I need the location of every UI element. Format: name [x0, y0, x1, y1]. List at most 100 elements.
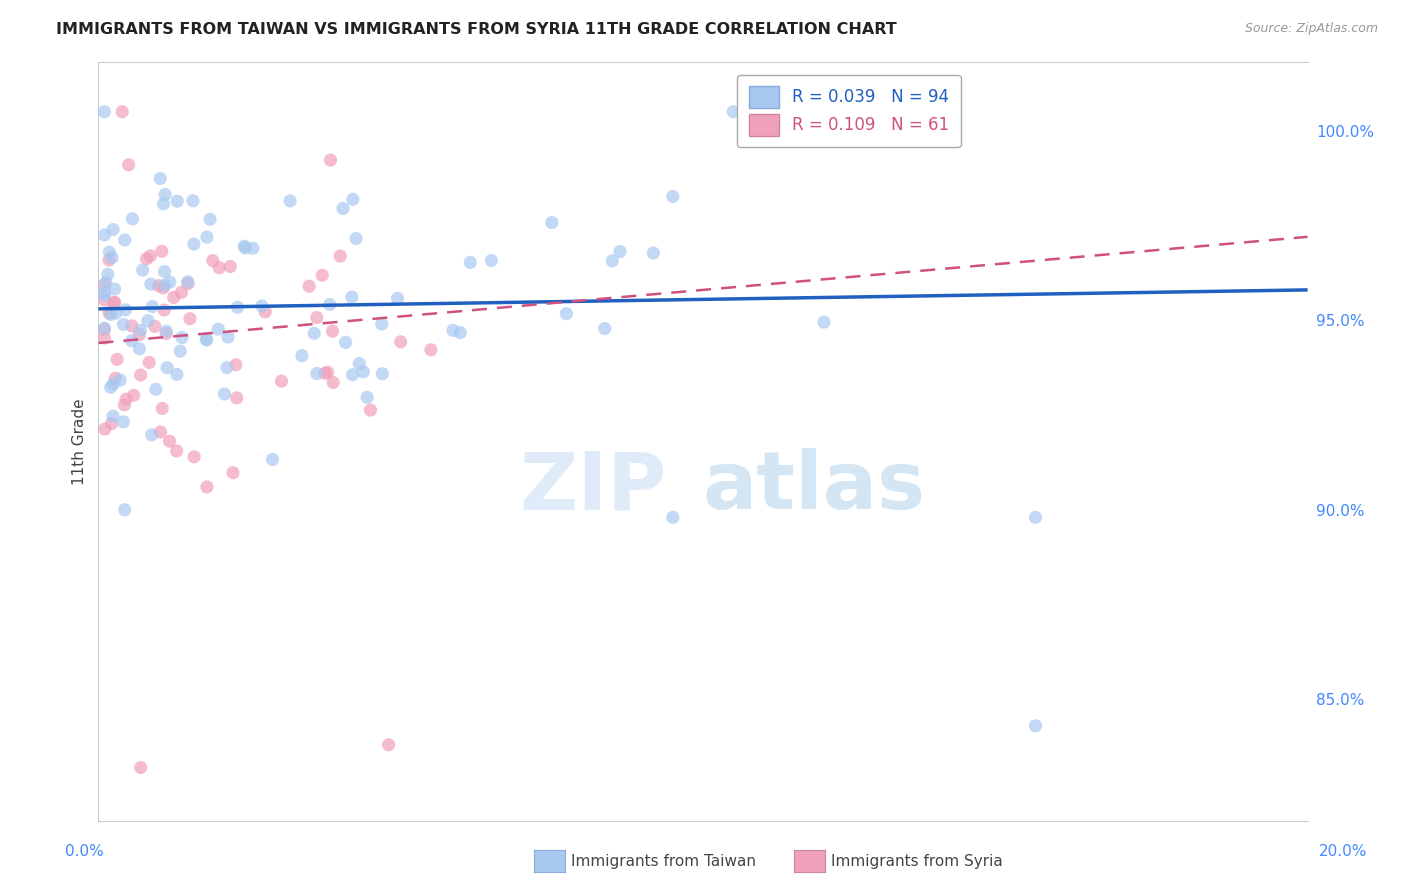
Point	[152, 281, 174, 295]
Point	[233, 241, 256, 255]
Point	[250, 299, 273, 313]
Point	[314, 366, 336, 380]
Point	[141, 428, 163, 442]
Point	[121, 334, 143, 348]
Point	[226, 300, 249, 314]
Point	[177, 275, 200, 289]
Text: atlas: atlas	[703, 448, 927, 526]
Point	[156, 360, 179, 375]
Point	[152, 196, 174, 211]
Point	[114, 233, 136, 247]
Point	[129, 323, 152, 337]
Point	[101, 251, 124, 265]
Point	[207, 322, 229, 336]
Point	[298, 279, 321, 293]
Point	[112, 398, 135, 412]
Point	[112, 415, 135, 429]
Point	[332, 202, 354, 216]
Point	[195, 480, 218, 494]
Point	[104, 371, 127, 385]
Point	[387, 291, 409, 305]
Point	[233, 239, 256, 253]
Point	[225, 358, 247, 372]
Point	[183, 450, 205, 464]
Point	[170, 285, 193, 300]
Y-axis label: 11th Grade: 11th Grade	[72, 398, 87, 485]
Point	[177, 277, 200, 291]
Point	[159, 275, 181, 289]
Point	[94, 276, 117, 290]
Point	[195, 230, 218, 244]
Point	[100, 307, 122, 321]
Point	[93, 293, 115, 307]
Point	[170, 330, 193, 344]
Point	[602, 253, 624, 268]
Point	[342, 192, 364, 206]
Point	[153, 278, 176, 293]
Point	[148, 278, 170, 293]
Point	[149, 171, 172, 186]
Text: ZIP: ZIP	[519, 448, 666, 526]
Point	[114, 502, 136, 516]
Point	[105, 352, 128, 367]
Text: 20.0%: 20.0%	[1319, 845, 1367, 859]
Point	[145, 382, 167, 396]
Point	[155, 324, 177, 338]
Point	[100, 417, 122, 431]
Point	[139, 277, 162, 292]
Point	[340, 290, 363, 304]
Point	[316, 365, 339, 379]
Point	[135, 252, 157, 266]
Point	[136, 313, 159, 327]
Text: Source: ZipAtlas.com: Source: ZipAtlas.com	[1244, 22, 1378, 36]
Point	[329, 249, 352, 263]
Point	[291, 349, 314, 363]
Point	[208, 260, 231, 275]
Point	[352, 365, 374, 379]
Point	[155, 326, 177, 341]
Point	[101, 222, 124, 236]
Text: IMMIGRANTS FROM TAIWAN VS IMMIGRANTS FROM SYRIA 11TH GRADE CORRELATION CHART: IMMIGRANTS FROM TAIWAN VS IMMIGRANTS FRO…	[56, 22, 897, 37]
Point	[305, 310, 328, 325]
Point	[101, 409, 124, 424]
Text: Immigrants from Taiwan: Immigrants from Taiwan	[571, 855, 756, 869]
Point	[112, 318, 135, 332]
Point	[93, 321, 115, 335]
Point	[150, 401, 173, 416]
Point	[449, 326, 471, 340]
Point	[129, 368, 152, 382]
Point	[1024, 510, 1046, 524]
Point	[93, 288, 115, 302]
Point	[217, 330, 239, 344]
Point	[103, 376, 125, 391]
Point	[661, 189, 683, 203]
Point	[1024, 719, 1046, 733]
Point	[322, 324, 344, 338]
Point	[593, 321, 616, 335]
Point	[201, 253, 224, 268]
Point	[93, 227, 115, 242]
Point	[169, 344, 191, 359]
Point	[93, 277, 115, 292]
Point	[305, 367, 328, 381]
Point	[149, 425, 172, 439]
Point	[225, 391, 247, 405]
Point	[302, 326, 325, 341]
Point	[97, 268, 120, 282]
Point	[129, 760, 152, 774]
Point	[139, 249, 162, 263]
Point	[183, 237, 205, 252]
Point	[179, 311, 201, 326]
Point	[344, 231, 367, 245]
Point	[104, 295, 127, 310]
Point	[195, 333, 218, 347]
Point	[93, 285, 115, 300]
Point	[262, 452, 284, 467]
Point	[150, 244, 173, 259]
Text: 0.0%: 0.0%	[65, 845, 104, 859]
Point	[104, 306, 127, 320]
Point	[181, 194, 204, 208]
Point	[98, 306, 121, 320]
Point	[335, 335, 357, 350]
Point	[108, 373, 131, 387]
